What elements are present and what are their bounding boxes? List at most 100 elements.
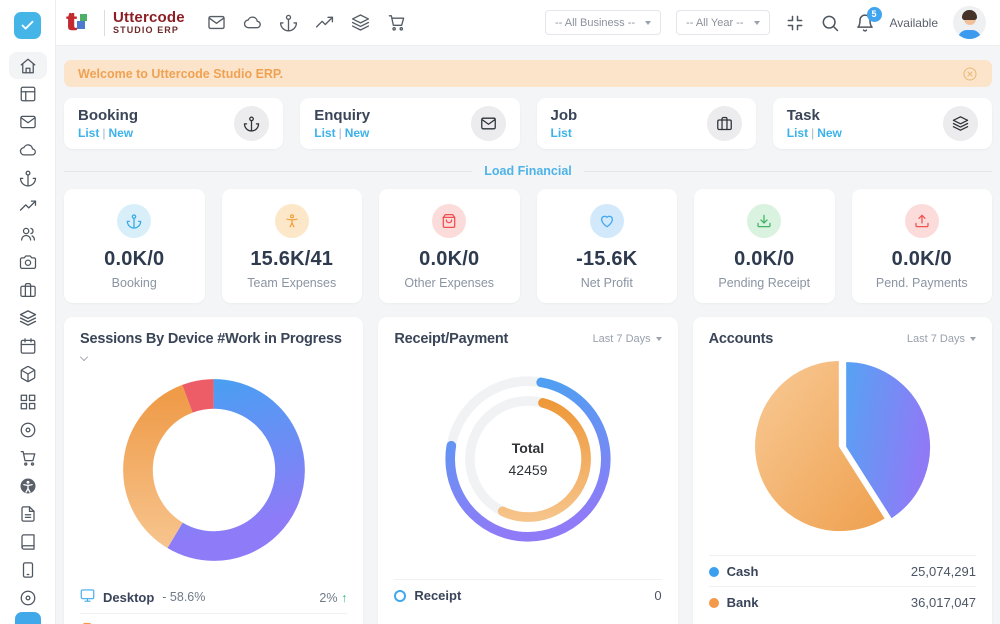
notifications-button[interactable]: 5 [855, 6, 882, 33]
home-icon [20, 58, 35, 73]
legend-row-bank[interactable]: Bank 36,017,047 [708, 586, 976, 617]
stat-card-other-expenses[interactable]: 0.0K/0 Other Expenses [379, 189, 520, 303]
sidebar-item-phone[interactable] [9, 556, 47, 583]
enquiry-new-link[interactable]: New [344, 126, 370, 140]
legend-row-desktop[interactable]: Desktop - 58.6% 2% ↑ [80, 580, 347, 613]
legend-row-receipt[interactable]: Receipt 0 [394, 579, 662, 610]
sidebar-item-calendar[interactable] [9, 332, 47, 359]
sidebar-item-package[interactable] [9, 360, 47, 387]
sidebar-item-cart[interactable] [9, 444, 47, 471]
anchor-menu-icon[interactable] [279, 13, 298, 32]
disc-icon [20, 422, 35, 437]
shopping-bag-icon [432, 204, 467, 238]
mail-icon [470, 106, 506, 141]
upload-icon [904, 204, 939, 238]
brand-logo[interactable]: tt Uttercode STUDIO ERP [66, 8, 185, 36]
enquiry-list-link[interactable]: List [314, 126, 336, 140]
booking-list-link[interactable]: List [78, 126, 100, 140]
sidebar-item-camera[interactable] [9, 248, 47, 275]
legend-label: Desktop [103, 589, 155, 605]
sidebar-item-file[interactable] [9, 500, 47, 527]
user-avatar[interactable] [953, 6, 986, 39]
banner-close-button[interactable] [962, 66, 978, 82]
task-list-link[interactable]: List [786, 126, 809, 140]
year-filter-select[interactable]: -- All Year -- [676, 10, 770, 35]
quick-card-booking: Booking List | New [64, 98, 284, 149]
sidebar-item-users[interactable] [9, 220, 47, 247]
legend-percent: - 58.6% [162, 590, 206, 604]
sidebar-item-disc2[interactable] [9, 584, 47, 611]
stat-card-team-expenses[interactable]: 15.6K/41 Team Expenses [221, 189, 362, 303]
sidebar-item-book[interactable] [9, 528, 47, 555]
quick-card-task: Task List | New [772, 98, 992, 149]
task-new-link[interactable]: New [817, 126, 842, 140]
job-list-link[interactable]: List [550, 126, 572, 140]
collapse-button[interactable] [785, 13, 805, 33]
chevron-down-icon[interactable] [80, 353, 88, 361]
welcome-banner: Welcome to Uttercode Studio ERP. [64, 60, 992, 87]
stat-value: 0.0K/0 [419, 248, 480, 270]
quick-card-links: List | New [314, 126, 370, 140]
load-financial-divider: Load Financial [64, 164, 993, 178]
sidebar-item-accessibility[interactable] [9, 472, 47, 499]
stat-card-pending-receipt[interactable]: 0.0K/0 Pending Receipt [694, 189, 835, 303]
brand-check-icon[interactable] [14, 12, 41, 39]
anchor-icon [234, 106, 270, 141]
stat-label: Other Expenses [404, 276, 495, 290]
stat-label: Net Profit [580, 276, 633, 290]
business-filter-select[interactable]: -- All Business -- [544, 10, 662, 35]
sidebar-item-trending[interactable] [9, 192, 47, 219]
divider-line [64, 170, 473, 172]
receipt-payment-card: Receipt/Payment Last 7 Days [378, 317, 678, 624]
brand-tt-mark: tt [66, 8, 96, 36]
disc-icon [20, 590, 35, 605]
legend-label: Cash [726, 564, 759, 579]
sidebar-item-layers[interactable] [9, 304, 47, 331]
quick-card-task-info: Task List | New [787, 107, 842, 140]
legend-row-mobile[interactable]: Mobile [80, 613, 348, 624]
stat-card-pend-payments[interactable]: 0.0K/0 Pend. Payments [851, 189, 992, 303]
period-select[interactable]: Last 7 Days [907, 333, 976, 345]
stat-card-booking[interactable]: 0.0K/0 Booking [64, 189, 205, 303]
quick-card-booking-info: Booking List | New [78, 107, 138, 140]
trending-menu-icon[interactable] [315, 13, 334, 32]
cart-menu-icon[interactable] [387, 13, 406, 32]
availability-status[interactable]: Available [889, 15, 938, 30]
sidebar-item-layout[interactable] [9, 80, 47, 107]
total-value: 42459 [508, 462, 548, 478]
stat-card-net-profit[interactable]: -15.6K Net Profit [536, 189, 677, 303]
change-value: 2% [319, 590, 338, 605]
legend-row-cash[interactable]: Cash 25,074,291 [708, 555, 976, 586]
search-button[interactable] [820, 13, 840, 33]
layout-icon [20, 86, 35, 101]
sidebar-item-home[interactable] [8, 52, 47, 79]
legend-value: 0 [654, 588, 662, 603]
mail-menu-icon[interactable] [207, 13, 226, 32]
sidebar-item-anchor[interactable] [9, 164, 47, 191]
period-select[interactable]: Last 7 Days [593, 333, 662, 345]
booking-new-link[interactable]: New [108, 126, 134, 140]
year-filter-value: -- All Year -- [686, 16, 744, 29]
business-filter-value: -- All Business -- [554, 16, 636, 29]
cloud-menu-icon[interactable] [243, 13, 262, 32]
sidebar-item-briefcase[interactable] [9, 276, 47, 303]
accounts-legend: Cash 25,074,291 Bank 36,017,047 [708, 555, 976, 617]
sessions-donut-chart [80, 368, 347, 572]
layers-menu-icon[interactable] [351, 13, 370, 32]
sidebar-item-mail[interactable] [9, 108, 47, 135]
load-financial-link[interactable]: Load Financial [484, 164, 572, 178]
link-separator: | [102, 126, 106, 140]
sessions-chart-title: Sessions By Device #Work in Progress [80, 331, 342, 347]
sidebar-item-cloud[interactable] [9, 136, 47, 163]
sidebar-item-disc[interactable] [9, 416, 47, 443]
link-separator: | [811, 126, 815, 140]
divider-line [583, 170, 993, 172]
quick-card-links: List | New [787, 126, 842, 140]
sidebar-item-partial[interactable] [15, 612, 41, 624]
heart-icon [589, 204, 624, 238]
brand-name: Uttercode [113, 8, 185, 26]
sidebar-item-grid[interactable] [9, 388, 47, 415]
brand-blue-square [77, 20, 85, 29]
legend-label: Bank [726, 595, 759, 610]
